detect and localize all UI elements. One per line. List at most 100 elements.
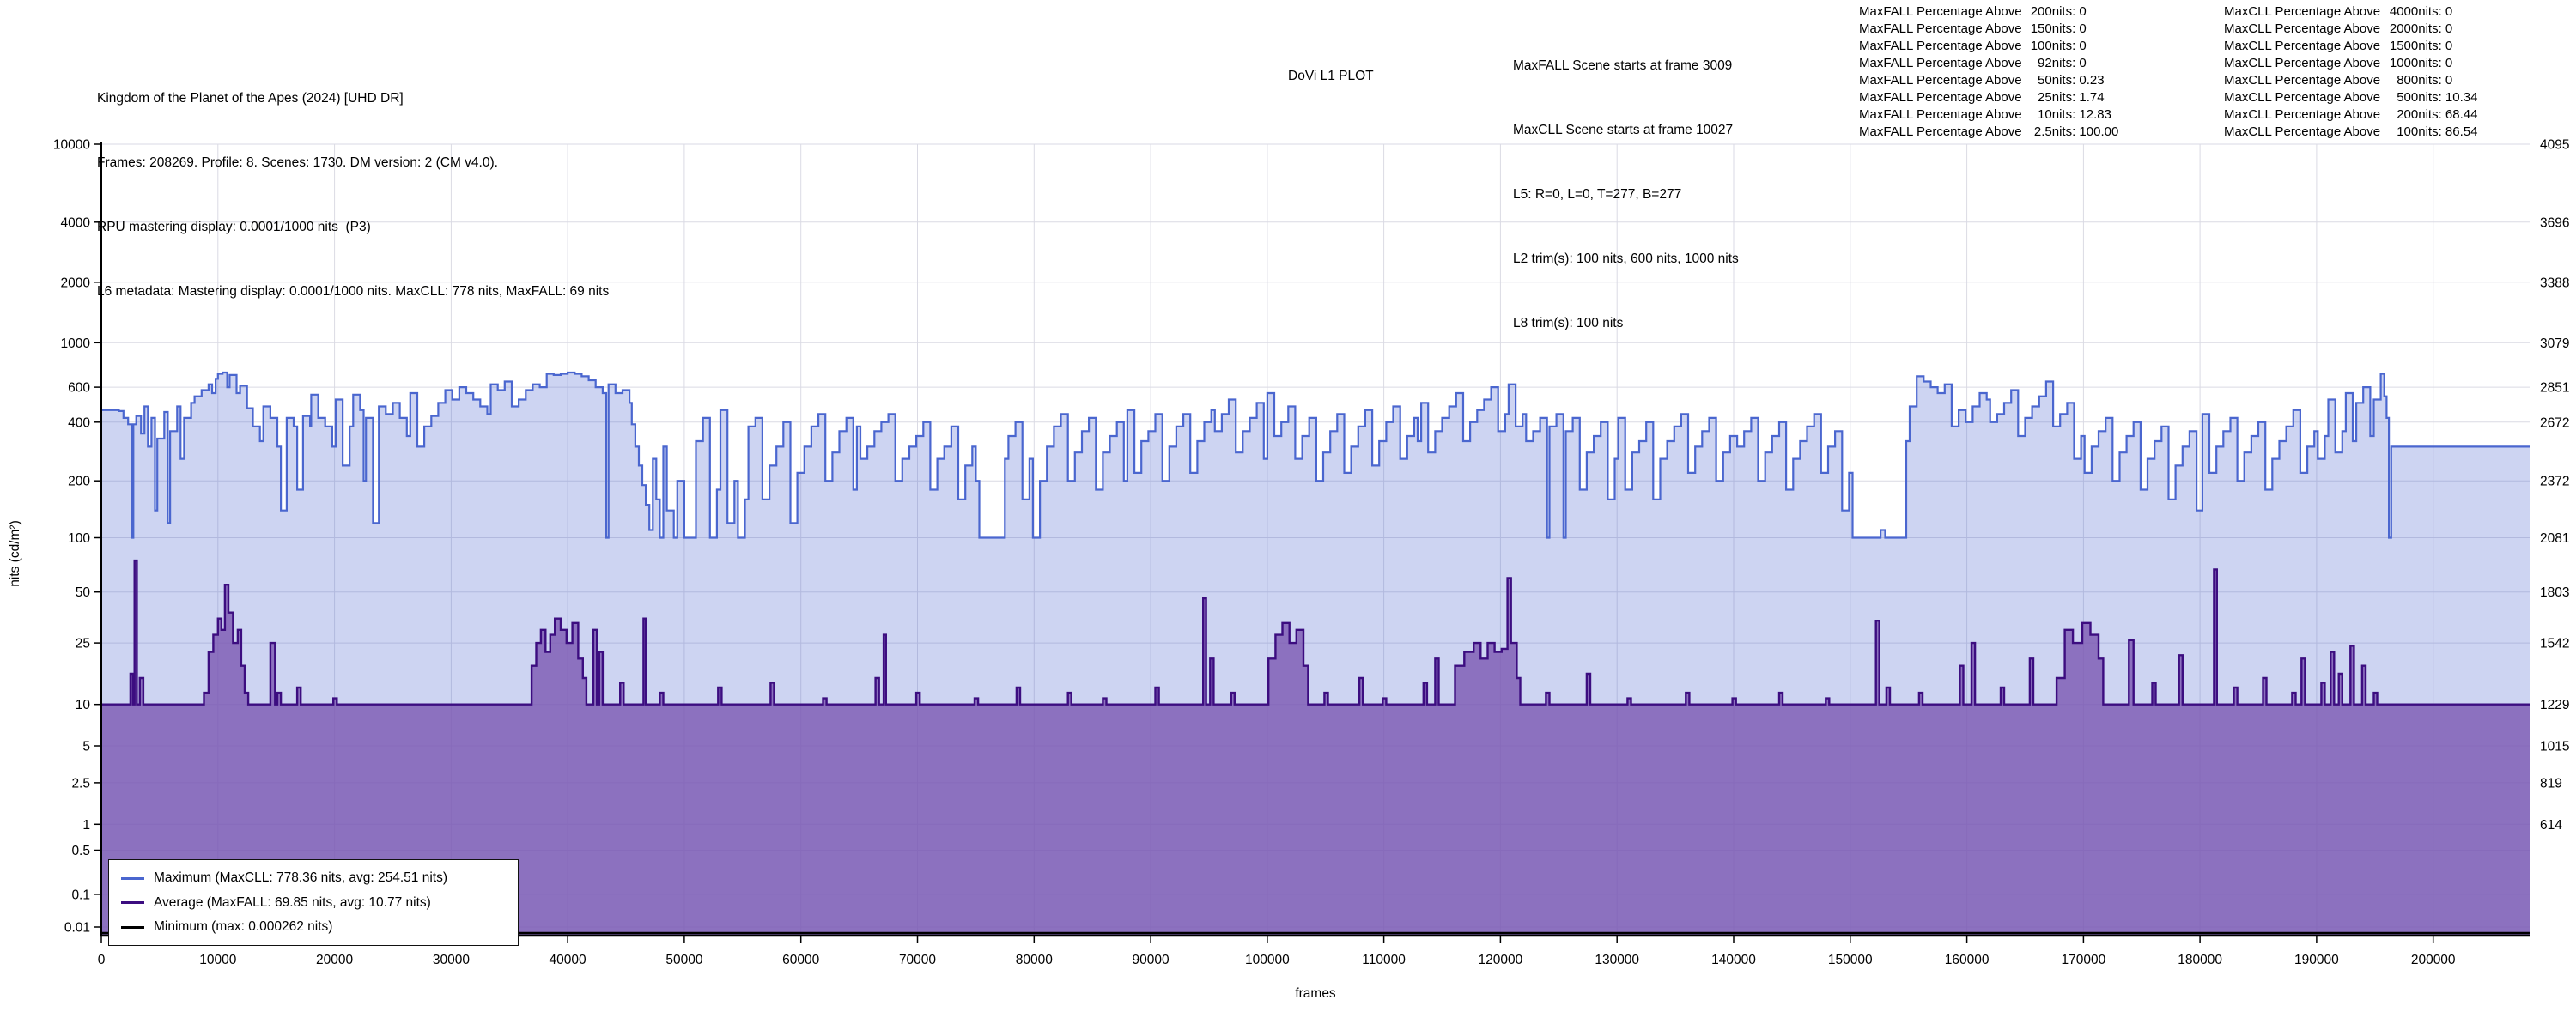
y-axis-left-tick-label: 50 (76, 585, 91, 600)
x-axis-tick-label: 100000 (1245, 953, 1290, 967)
y-axis-left-tick-label: 1 (82, 818, 90, 833)
movie-title: Kingdom of the Planet of the Apes (2024)… (97, 91, 404, 106)
average-series-fill (101, 560, 2530, 936)
y-axis-right-tick-label: 2372 (2540, 475, 2569, 489)
y-axis-left-tick-label: 200 (68, 475, 90, 489)
y-axis-left-tick-label: 2000 (61, 276, 91, 290)
x-axis-tick-label: 90000 (1133, 953, 1170, 967)
x-axis-tick-label: 0 (98, 953, 106, 967)
y-axis-left-tick-label: 10000 (53, 138, 90, 153)
x-axis-tick-label: 170000 (2062, 953, 2106, 967)
x-axis-tick-label: 30000 (433, 953, 470, 967)
x-axis-tick-label: 120000 (1479, 953, 1523, 967)
y-axis-left-tick-label: 10 (76, 698, 91, 712)
x-axis-tick-label: 190000 (2294, 953, 2339, 967)
y-axis-left-tick-label: 0.01 (64, 921, 90, 936)
y-axis-left-tick-label: 400 (68, 415, 90, 430)
x-axis-tick-label: 50000 (665, 953, 702, 967)
y-axis-title: nits (cd/m²) (8, 520, 22, 587)
y-axis-left-tick-label: 1000 (61, 336, 91, 351)
x-axis-tick-label: 40000 (550, 953, 586, 967)
rpu-mastering-line: RPU mastering display: 0.0001/1000 nits … (97, 220, 371, 234)
stat-row: MaxFALL Percentage Above 50nits: 0.23 (1859, 73, 2105, 88)
x-axis-tick-label: 10000 (199, 953, 236, 967)
average-line-swatch (121, 901, 144, 905)
y-axis-left-tick-label: 600 (68, 381, 90, 396)
y-axis-right-tick-label: 3388 (2540, 276, 2569, 290)
stat-row: MaxCLL Percentage Above 500nits: 10.34 (2224, 90, 2478, 105)
legend: Maximum (MaxCLL: 778.36 nits, avg: 254.5… (108, 859, 519, 946)
stat-row: MaxCLL Percentage Above 100nits: 86.54 (2224, 124, 2478, 139)
x-axis-tick-label: 160000 (1945, 953, 1990, 967)
x-axis-tick-label: 70000 (899, 953, 936, 967)
maxfall-scene-start: MaxFALL Scene starts at frame 3009 (1513, 58, 1733, 73)
maximum-series-line (101, 371, 2530, 539)
maximum-line-swatch (121, 876, 144, 880)
l6-metadata-line: L6 metadata: Mastering display: 0.0001/1… (97, 284, 610, 299)
legend-label-average: Average (MaxFALL: 69.85 nits, avg: 10.77… (154, 894, 431, 910)
legend-label-minimum: Minimum (max: 0.000262 nits) (154, 919, 333, 934)
legend-item-minimum: Minimum (max: 0.000262 nits) (121, 915, 518, 940)
x-axis-tick-label: 140000 (1711, 953, 1756, 967)
legend-item-average: Average (MaxFALL: 69.85 nits, avg: 10.77… (121, 891, 518, 916)
minimum-line-swatch (121, 925, 144, 929)
x-axis-tick-label: 130000 (1595, 953, 1639, 967)
y-axis-right-tick-label: 2851 (2540, 381, 2569, 396)
y-axis-left-tick-label: 0.1 (71, 888, 90, 902)
stat-row: MaxCLL Percentage Above 1000nits: 0 (2224, 56, 2453, 70)
x-axis-tick-label: 180000 (2178, 953, 2222, 967)
stat-row: MaxCLL Percentage Above 2000nits: 0 (2224, 21, 2453, 36)
stat-row: MaxFALL Percentage Above 25nits: 1.74 (1859, 90, 2105, 105)
x-axis-title: frames (1295, 986, 1336, 1001)
y-axis-left-tick-label: 2.5 (71, 776, 90, 791)
y-axis-left-tick-label: 0.5 (71, 844, 90, 858)
l8-trims: L8 trim(s): 100 nits (1513, 316, 1624, 330)
stat-row: MaxCLL Percentage Above 4000nits: 0 (2224, 4, 2453, 19)
y-axis-left-tick-label: 25 (76, 637, 90, 651)
frames-profile-line: Frames: 208269. Profile: 8. Scenes: 1730… (97, 155, 498, 170)
y-axis-right-tick-label: 614 (2540, 818, 2562, 833)
legend-item-maximum: Maximum (MaxCLL: 778.36 nits, avg: 254.5… (121, 866, 518, 891)
legend-label-maximum: Maximum (MaxCLL: 778.36 nits, avg: 254.5… (154, 870, 448, 885)
y-axis-right-tick-label: 4095 (2540, 138, 2569, 153)
y-axis-right-tick-label: 1803 (2540, 585, 2569, 600)
y-axis-right-tick-label: 1229 (2540, 698, 2569, 712)
x-axis-tick-label: 60000 (782, 953, 819, 967)
y-axis-right-tick-label: 2081 (2540, 531, 2569, 546)
stat-row: MaxFALL Percentage Above 200nits: 0 (1859, 4, 2087, 19)
stat-row: MaxCLL Percentage Above 800nits: 0 (2224, 73, 2453, 88)
l2-trims: L2 trim(s): 100 nits, 600 nits, 1000 nit… (1513, 251, 1739, 266)
y-axis-left-tick-label: 4000 (61, 215, 91, 230)
l5-offsets: L5: R=0, L=0, T=277, B=277 (1513, 187, 1682, 202)
stat-row: MaxFALL Percentage Above 10nits: 12.83 (1859, 107, 2111, 122)
y-axis-left-tick-label: 5 (82, 740, 90, 754)
plot-title: DoVi L1 PLOT (1288, 69, 1374, 83)
x-axis-tick-label: 200000 (2411, 953, 2456, 967)
scene-info-block: MaxFALL Scene starts at frame 3009 MaxCL… (1513, 12, 1739, 377)
y-axis-right-tick-label: 1542 (2540, 637, 2569, 651)
stat-row: MaxFALL Percentage Above 100nits: 0 (1859, 39, 2087, 53)
stat-row: MaxFALL Percentage Above 92nits: 0 (1859, 56, 2087, 70)
title-metadata-block: Kingdom of the Planet of the Apes (2024)… (97, 45, 609, 345)
y-axis-right-tick-label: 3079 (2540, 336, 2569, 351)
y-axis-right-tick-label: 3696 (2540, 215, 2569, 230)
stat-row: MaxCLL Percentage Above 1500nits: 0 (2224, 39, 2453, 53)
x-axis-tick-label: 20000 (316, 953, 353, 967)
maxfall-percentage-table: MaxFALL Percentage Above 200nits: 0 MaxFA… (1859, 3, 2118, 141)
y-axis-left-tick-label: 100 (68, 531, 90, 546)
y-axis-right-tick-label: 1015 (2540, 740, 2569, 754)
stat-row: MaxFALL Percentage Above 150nits: 0 (1859, 21, 2087, 36)
maxcll-scene-start: MaxCLL Scene starts at frame 10027 (1513, 123, 1734, 137)
average-series-line (101, 559, 2530, 706)
maxcll-percentage-table: MaxCLL Percentage Above 4000nits: 0 MaxCL… (2224, 3, 2477, 141)
y-axis-right-tick-label: 2672 (2540, 415, 2569, 430)
stat-row: MaxCLL Percentage Above 200nits: 68.44 (2224, 107, 2478, 122)
y-axis-right-tick-label: 819 (2540, 776, 2562, 791)
x-axis-tick-label: 110000 (1362, 953, 1406, 967)
x-axis-tick-label: 150000 (1828, 953, 1873, 967)
stat-row: MaxFALL Percentage Above 2.5nits: 100.00 (1859, 124, 2119, 139)
x-axis-tick-label: 80000 (1016, 953, 1053, 967)
